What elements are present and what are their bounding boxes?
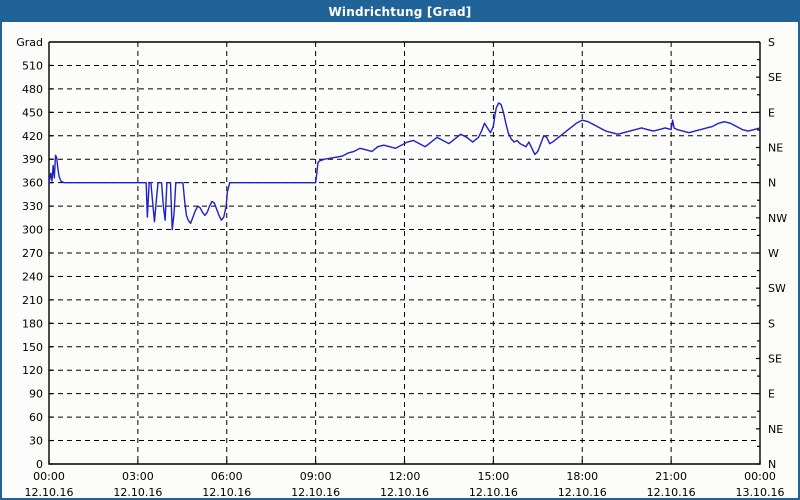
y-tick-label: 180 [22,317,43,330]
y-tick-label: 210 [22,294,43,307]
y-tick-label: 240 [22,270,43,283]
x-tick-time-label: 12:00 [389,470,421,483]
x-tick-date-label: 13.10.16 [736,486,785,498]
y-tick-label: 360 [22,177,43,190]
x-tick-time-label: 15:00 [478,470,510,483]
x-tick-time-label: 21:00 [655,470,687,483]
y-tick-label: 300 [22,224,43,237]
y-tick-label: 270 [22,247,43,260]
right-tick-label: NE [768,423,783,436]
right-tick-label: NE [768,142,783,155]
y-tick-label: 510 [22,59,43,72]
right-tick-label: W [768,247,779,260]
y-axis-labels: 0 30 60 90 120 150 180 210 240 270 300 330 360 390 420… [22,59,43,471]
window-title-bar: Windrichtung [Grad] [2,2,798,22]
right-tick-label: SW [768,282,786,295]
x-tick-time-label: 06:00 [211,470,243,483]
vertical-gridlines [48,42,761,464]
x-tick-time-label: 00:00 [33,470,65,483]
y-tick-label: 30 [29,435,43,448]
window-title: Windrichtung [Grad] [328,5,472,19]
y-tick-label: 120 [22,364,43,377]
chart-canvas: 0 30 60 90 120 150 180 210 240 270 300 330 360 390 420… [2,22,798,498]
x-tick-time-label: 09:00 [300,470,332,483]
y-tick-label: 390 [22,153,43,166]
x-tick-date-label: 12.10.16 [469,486,518,498]
x-tick-date-label: 12.10.16 [291,486,340,498]
plot-frame [48,41,761,465]
y-axis-unit-label: Grad [16,36,43,49]
x-tick-time-label: 18:00 [566,470,598,483]
y-tick-label: 150 [22,341,43,354]
x-tick-date-label: 12.10.16 [647,486,696,498]
right-tick-label: SE [768,71,782,84]
y-tick-label: 450 [22,106,43,119]
right-tick-label: N [768,458,776,471]
right-tick-label: S [768,317,775,330]
right-tick-label: N [768,177,776,190]
x-tick-time-label: 00:00 [744,470,776,483]
x-axis-labels: 00:00 12.10.16 03:00 12.10.16 06:00 12.10.16 0… [25,470,785,498]
y-tick-label: 60 [29,411,43,424]
x-tick-date-label: 12.10.16 [380,486,429,498]
y-tick-label: 90 [29,388,43,401]
series-windrichtung [48,102,761,231]
y-tick-label: 0 [36,458,43,471]
right-tick-label: NW [768,212,787,225]
x-tick-date-label: 12.10.16 [202,486,251,498]
y-tick-label: 420 [22,130,43,143]
x-tick-date-label: 12.10.16 [558,486,607,498]
line-chart: 0 30 60 90 120 150 180 210 240 270 300 330 360 390 420… [16,36,787,498]
right-tick-label: SE [768,353,782,366]
right-tick-label: E [768,388,775,401]
right-tick-label: E [768,106,775,119]
right-tick-label: S [768,36,775,49]
x-tick-date-label: 12.10.16 [113,486,162,498]
x-tick-time-label: 03:00 [122,470,154,483]
x-tick-date-label: 12.10.16 [25,486,74,498]
y-tick-label: 480 [22,83,43,96]
y-tick-label: 330 [22,200,43,213]
